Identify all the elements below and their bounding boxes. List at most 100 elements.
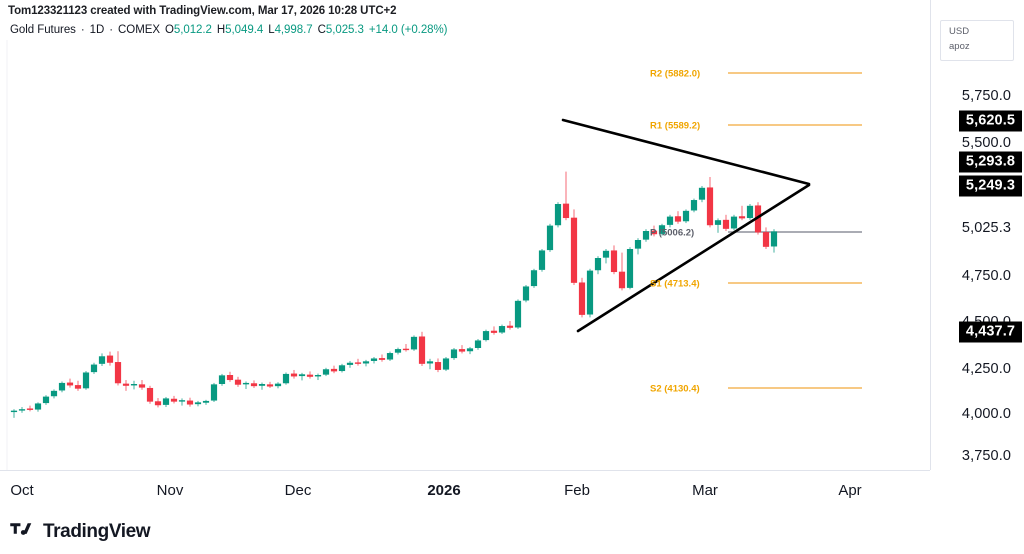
candle — [474, 339, 482, 350]
currency-label: USD — [949, 26, 970, 37]
candle-body — [706, 187, 714, 226]
trendline-upper-descending[interactable] — [561, 118, 811, 186]
candle-body — [378, 358, 386, 360]
candle — [514, 299, 522, 329]
price-tick: 4,250.0 — [961, 361, 1011, 377]
legend-interval[interactable]: 1D — [89, 24, 105, 36]
candle-body — [234, 379, 242, 385]
candle-body — [202, 400, 210, 403]
legend-high-key: H — [216, 24, 226, 36]
candle — [434, 358, 442, 373]
chart-legend: Gold Futures · 1D · COMEX O5,012.2 H5,049.4 L4,… — [10, 24, 448, 36]
candle-body — [418, 336, 426, 364]
candle — [290, 369, 298, 379]
candle — [570, 209, 578, 285]
currency-unit-box: USD apoz — [940, 20, 1014, 61]
candle — [506, 321, 514, 330]
price-badge[interactable]: 5,620.5 — [958, 110, 1022, 132]
candle-body — [618, 271, 626, 289]
candle — [66, 378, 74, 388]
candle-body — [554, 204, 562, 226]
candle — [378, 354, 386, 362]
trendline-lower-ascending[interactable] — [576, 183, 811, 333]
candle-body — [370, 358, 378, 361]
legend-separator-2: · — [109, 24, 114, 36]
candle-series-layer — [10, 171, 778, 418]
candle — [618, 252, 626, 291]
candle — [682, 209, 690, 224]
candle-body — [570, 217, 578, 283]
candle — [250, 380, 258, 388]
candle-body — [298, 374, 306, 377]
candle-body — [18, 409, 26, 411]
candle — [18, 407, 26, 413]
price-axis[interactable]: 5,750.0 5,620.5 5,500.0 5,293.8 5,249.3 5,025… — [930, 0, 1024, 470]
candle-body — [138, 384, 146, 388]
candle-body — [42, 396, 50, 404]
time-tick: Apr — [838, 482, 862, 499]
candle-body — [586, 270, 594, 315]
candle-body — [674, 216, 682, 222]
candle — [610, 245, 618, 275]
candle — [34, 402, 42, 412]
candle — [210, 382, 218, 402]
candle-body — [114, 362, 122, 384]
candle — [738, 205, 746, 221]
tradingview-brand-text: TradingView — [43, 521, 151, 542]
candle — [626, 247, 634, 290]
price-badge[interactable]: 4,437.7 — [958, 321, 1022, 343]
candle — [354, 358, 362, 366]
price-tick: 5,750.0 — [961, 88, 1011, 104]
price-tick: 5,025.3 — [961, 220, 1011, 236]
chart-plot-area[interactable]: R2 (5882.0) R1 (5589.2) P (5006.2) S1 (4713… — [0, 40, 930, 470]
candle-body — [338, 365, 346, 372]
candle-body — [106, 355, 114, 363]
time-tick: Oct — [10, 482, 34, 499]
candle — [546, 223, 554, 252]
price-badge[interactable]: 5,293.8 — [958, 151, 1022, 173]
candle — [578, 277, 586, 318]
candle — [402, 344, 410, 352]
candle-body — [538, 250, 546, 270]
candle-body — [474, 340, 482, 348]
candle — [242, 381, 250, 390]
candle-body — [642, 231, 650, 240]
price-badge[interactable]: 5,249.3 — [958, 175, 1022, 197]
candle-body — [322, 369, 330, 375]
candle-body — [666, 216, 674, 225]
legend-symbol[interactable]: Gold Futures — [10, 24, 76, 36]
candle — [266, 381, 274, 388]
time-tick: Feb — [564, 482, 590, 499]
candle — [226, 371, 234, 382]
candle-body — [690, 200, 698, 211]
candle-body — [210, 384, 218, 401]
candle-body — [594, 258, 602, 271]
candle — [394, 347, 402, 355]
attribution-text: Tom123321123 created with TradingView.co… — [8, 5, 397, 17]
legend-high-value: 5,049.4 — [225, 24, 264, 36]
trendlines-layer — [561, 118, 811, 333]
candle — [202, 399, 210, 405]
candle — [114, 351, 122, 386]
candle-body — [762, 232, 770, 247]
candle — [74, 380, 82, 391]
candle-body — [154, 401, 162, 406]
candle-body — [498, 326, 506, 333]
candle-body — [738, 216, 746, 219]
candle-body — [162, 398, 170, 405]
candle-body — [650, 230, 658, 235]
candle — [730, 214, 738, 231]
candle-body — [682, 210, 690, 222]
tradingview-footer: TradingView — [10, 521, 151, 543]
candle-body — [314, 375, 322, 377]
candle-body — [634, 240, 642, 249]
legend-separator-1: · — [80, 24, 85, 36]
candle-body — [170, 398, 178, 402]
candle-body — [626, 249, 634, 288]
time-tick: Mar — [692, 482, 718, 499]
candle — [530, 268, 538, 288]
price-tick: 4,750.0 — [961, 268, 1011, 284]
candle — [42, 395, 50, 405]
candle — [90, 362, 98, 374]
time-axis[interactable]: Oct Nov Dec 2026 Feb Mar Apr — [0, 470, 930, 515]
